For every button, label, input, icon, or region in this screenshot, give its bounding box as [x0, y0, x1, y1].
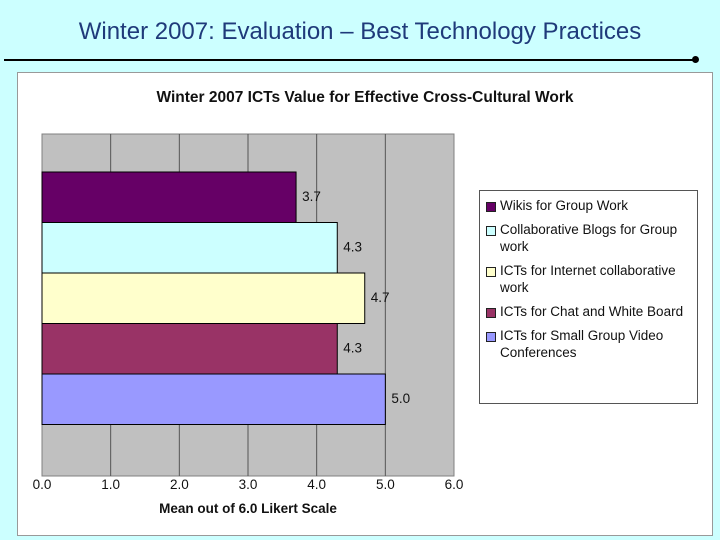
- x-tick-label: 2.0: [170, 477, 189, 492]
- chart-area: 0.0 1.0 2.0 3.0 4.0 5.0 6.0 3.7 4.3 4.7 4.3 5.0 Win…: [17, 72, 713, 536]
- legend-label: ICTs for Internet collaborative work: [500, 263, 676, 295]
- title-rule: [4, 59, 694, 61]
- bar: [41, 272, 366, 324]
- legend-label: Wikis for Group Work: [500, 198, 629, 213]
- chart-title: Winter 2007 ICTs Value for Effective Cro…: [156, 89, 574, 106]
- bar-value-label: 4.3: [343, 240, 362, 255]
- legend-swatch: [486, 202, 496, 212]
- legend-label: Collaborative Blogs for Group work: [500, 222, 678, 254]
- legend-swatch: [486, 332, 496, 342]
- title-rule-endpoint: [692, 56, 699, 63]
- x-tick-label: 5.0: [376, 477, 395, 492]
- legend-item: ICTs for Internet collaborative work: [486, 262, 691, 296]
- x-tick-label: 0.0: [33, 477, 52, 492]
- legend-label: ICTs for Small Group Video Conferences: [500, 328, 664, 360]
- legend-label: ICTs for Chat and White Board: [500, 304, 684, 319]
- bar-chart: 0.0 1.0 2.0 3.0 4.0 5.0 6.0 3.7 4.3 4.7 4.3 5.0: [33, 133, 464, 492]
- legend-item: Wikis for Group Work: [486, 197, 691, 214]
- x-tick-label: 1.0: [101, 477, 120, 492]
- legend-swatch: [486, 308, 496, 318]
- legend-swatch: [486, 226, 496, 236]
- bar: [41, 373, 386, 425]
- bar: [41, 222, 338, 274]
- legend-swatch: [486, 267, 496, 277]
- chart-legend: Wikis for Group Work Collaborative Blogs …: [479, 190, 698, 404]
- slide-title: Winter 2007: Evaluation – Best Technolog…: [78, 18, 642, 45]
- bar-value-label: 4.3: [343, 341, 362, 356]
- x-tick-label: 6.0: [445, 477, 464, 492]
- bar-value-label: 3.7: [302, 189, 321, 204]
- bar: [41, 171, 297, 223]
- x-tick-label: 4.0: [307, 477, 326, 492]
- legend-item: ICTs for Small Group Video Conferences: [486, 327, 691, 361]
- x-tick-label: 3.0: [239, 477, 258, 492]
- x-axis-label: Mean out of 6.0 Likert Scale: [159, 501, 337, 516]
- bar: [41, 323, 338, 375]
- legend-item: Collaborative Blogs for Group work: [486, 221, 691, 255]
- bar-value-label: 5.0: [391, 391, 410, 406]
- bar-value-label: 4.7: [371, 290, 390, 305]
- legend-item: ICTs for Chat and White Board: [486, 303, 691, 320]
